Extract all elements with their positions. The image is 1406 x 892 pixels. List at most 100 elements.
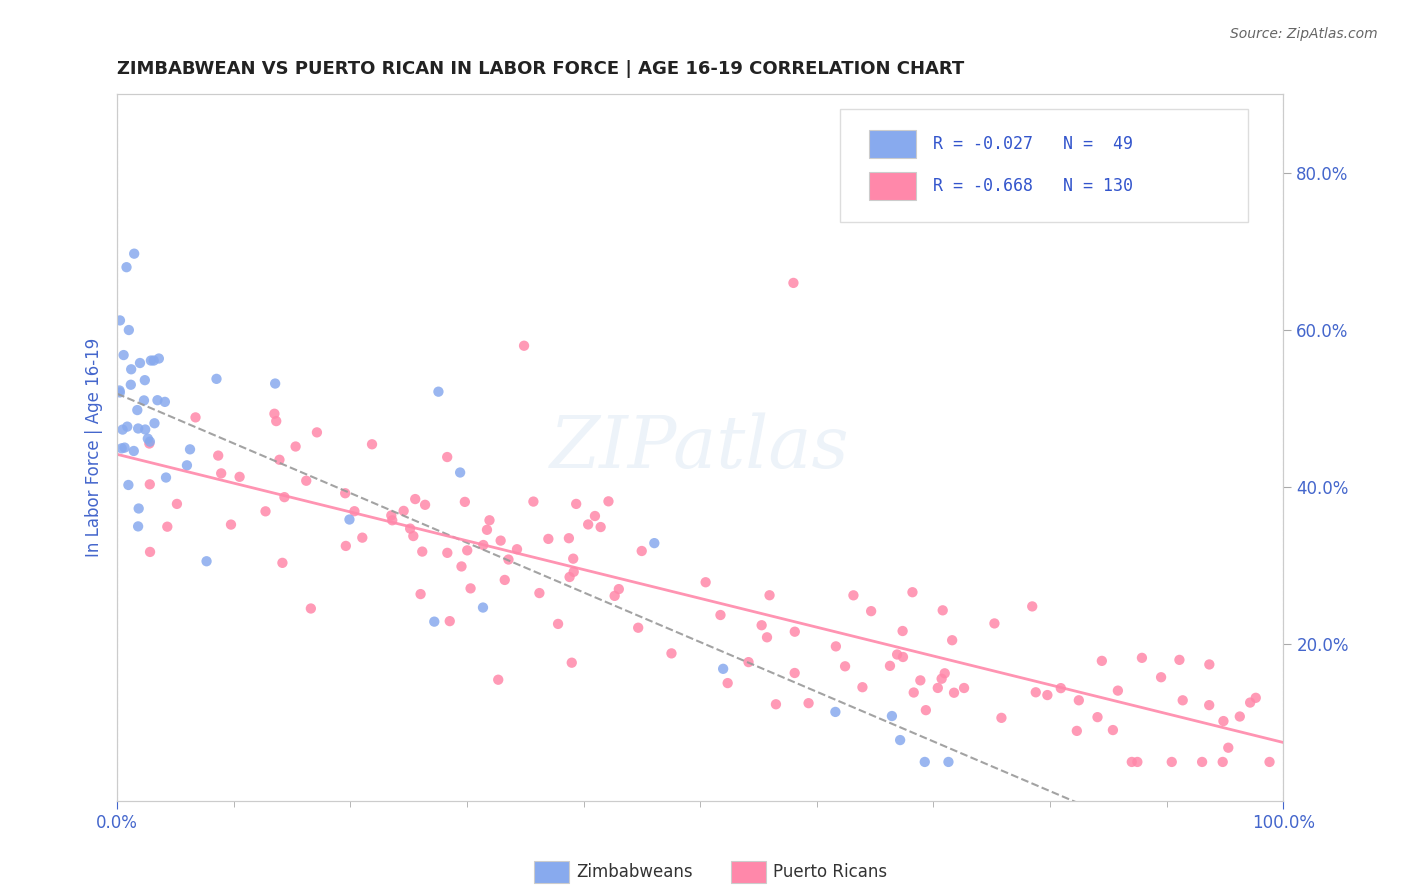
Point <box>1168 653 1191 667</box>
Point <box>132 393 155 408</box>
Point <box>914 755 936 769</box>
Point <box>941 633 963 648</box>
Text: ZIMBABWEAN VS PUERTO RICAN IN LABOR FORCE | AGE 16-19 CORRELATION CHART: ZIMBABWEAN VS PUERTO RICAN IN LABOR FORC… <box>117 60 965 78</box>
Point <box>108 384 131 398</box>
Point <box>195 554 218 568</box>
Point <box>717 676 740 690</box>
Point <box>120 377 142 392</box>
Point <box>284 440 307 454</box>
Point <box>1036 688 1059 702</box>
Point <box>1021 599 1043 614</box>
Point <box>409 587 432 601</box>
Point <box>361 437 384 451</box>
Point <box>1087 710 1109 724</box>
Point <box>576 517 599 532</box>
Point <box>127 403 149 417</box>
Point <box>176 458 198 473</box>
Point <box>825 640 848 654</box>
Point <box>943 686 966 700</box>
Point <box>886 648 908 662</box>
Point <box>561 656 583 670</box>
Point <box>891 650 914 665</box>
Point <box>381 513 404 527</box>
Point <box>489 533 512 548</box>
Point <box>136 432 159 446</box>
Point <box>264 414 287 428</box>
Bar <box>869 172 915 201</box>
Point <box>143 416 166 430</box>
Point <box>607 582 630 596</box>
Point <box>228 470 250 484</box>
Text: Zimbabweans: Zimbabweans <box>576 863 693 881</box>
Point <box>207 449 229 463</box>
Point <box>264 376 287 391</box>
Point <box>1212 755 1234 769</box>
Point <box>146 393 169 408</box>
Text: R = -0.027   N =  49: R = -0.027 N = 49 <box>934 135 1133 153</box>
Point <box>273 490 295 504</box>
Point <box>404 491 426 506</box>
Point <box>1239 696 1261 710</box>
Point <box>263 407 285 421</box>
Point <box>758 588 780 602</box>
Point <box>1191 755 1213 769</box>
Point <box>783 665 806 680</box>
Point <box>824 705 846 719</box>
Point <box>127 421 149 435</box>
Point <box>108 313 131 327</box>
Point <box>1091 654 1114 668</box>
Point <box>627 621 650 635</box>
Point <box>134 423 156 437</box>
Point <box>990 711 1012 725</box>
Point <box>562 565 585 579</box>
Point <box>486 673 509 687</box>
Point <box>472 538 495 552</box>
Point <box>139 434 162 449</box>
Point <box>139 477 162 491</box>
Point <box>299 601 322 615</box>
Point <box>219 517 242 532</box>
Point <box>558 531 581 545</box>
Point <box>1198 698 1220 713</box>
Point <box>139 353 162 368</box>
Point <box>209 467 232 481</box>
Point <box>112 348 135 362</box>
Point <box>1066 723 1088 738</box>
Point <box>427 384 450 399</box>
Text: ZIPatlas: ZIPatlas <box>550 413 851 483</box>
Point <box>449 466 471 480</box>
Point <box>522 494 544 508</box>
Point <box>860 604 883 618</box>
Point <box>134 373 156 387</box>
Point <box>1107 683 1129 698</box>
Point <box>934 666 956 681</box>
Point <box>156 519 179 533</box>
Point <box>339 512 361 526</box>
Point <box>413 498 436 512</box>
Point <box>834 659 856 673</box>
Point <box>184 410 207 425</box>
Point <box>139 545 162 559</box>
Point <box>915 703 938 717</box>
Point <box>529 586 551 600</box>
Point <box>751 618 773 632</box>
Text: Source: ZipAtlas.com: Source: ZipAtlas.com <box>1230 27 1378 41</box>
Point <box>343 504 366 518</box>
Point <box>335 486 357 500</box>
Point <box>423 615 446 629</box>
Point <box>439 614 461 628</box>
Point <box>498 552 520 566</box>
Point <box>782 276 804 290</box>
Point <box>436 546 458 560</box>
Point <box>115 260 138 275</box>
Point <box>295 474 318 488</box>
Point <box>1121 755 1143 769</box>
Point <box>901 585 924 599</box>
Point <box>562 551 585 566</box>
Point <box>269 452 291 467</box>
Point <box>118 323 141 337</box>
Point <box>953 681 976 695</box>
Point <box>903 685 925 699</box>
Point <box>1130 650 1153 665</box>
Point <box>142 353 165 368</box>
